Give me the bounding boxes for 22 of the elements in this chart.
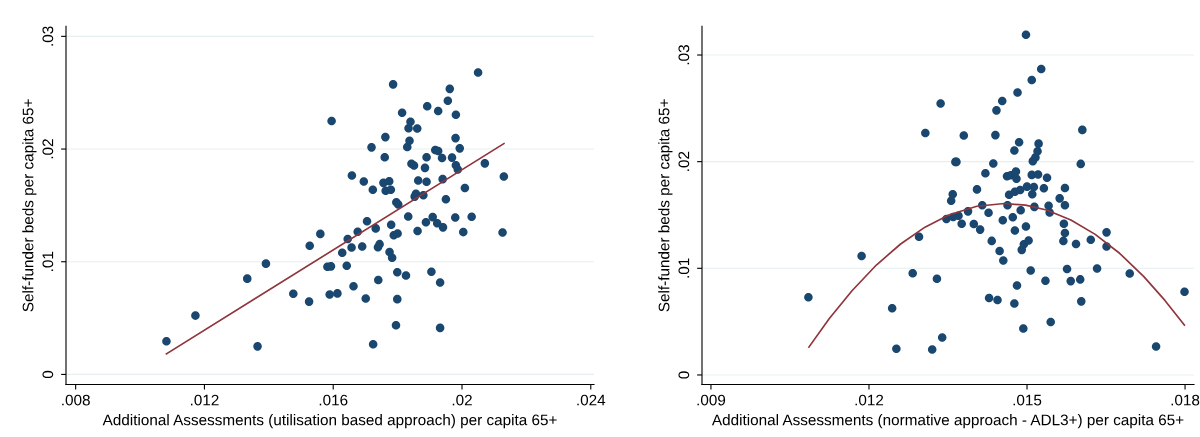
x-tick-label: .016 <box>319 394 348 406</box>
y-tick-label: .01 <box>678 258 690 278</box>
x-tick-label: .009 <box>697 394 726 406</box>
x-axis-title: Additional Assessments (utilisation based approach) per capita 65+ <box>102 414 557 429</box>
y-tick-label: .03 <box>678 45 690 65</box>
x-tick-label: .018 <box>1171 394 1200 406</box>
x-tick-label: .02 <box>452 394 472 406</box>
y-tick-label: 0 <box>678 371 690 379</box>
y-tick-label: .02 <box>678 151 690 171</box>
x-tick-label: .024 <box>577 394 606 406</box>
y-tick-label: .03 <box>42 26 54 46</box>
x-axis-title: Additional Assessments (normative approach - ADL3+) per capita 65+ <box>711 414 1184 429</box>
x-tick-label: .012 <box>855 394 884 406</box>
y-tick-label: .02 <box>42 139 54 159</box>
y-axis-title: Self-funder beds per capita 65+ <box>22 99 37 312</box>
line-series <box>808 202 1186 348</box>
x-tick-label: .012 <box>190 394 219 406</box>
y-tick-label: 0 <box>42 370 54 379</box>
y-tick-label: .01 <box>42 251 54 271</box>
x-tick-label: .015 <box>1013 394 1042 406</box>
x-tick-label: .008 <box>62 394 90 406</box>
y-axis-title: Self-funder beds per capita 65+ <box>658 99 673 312</box>
